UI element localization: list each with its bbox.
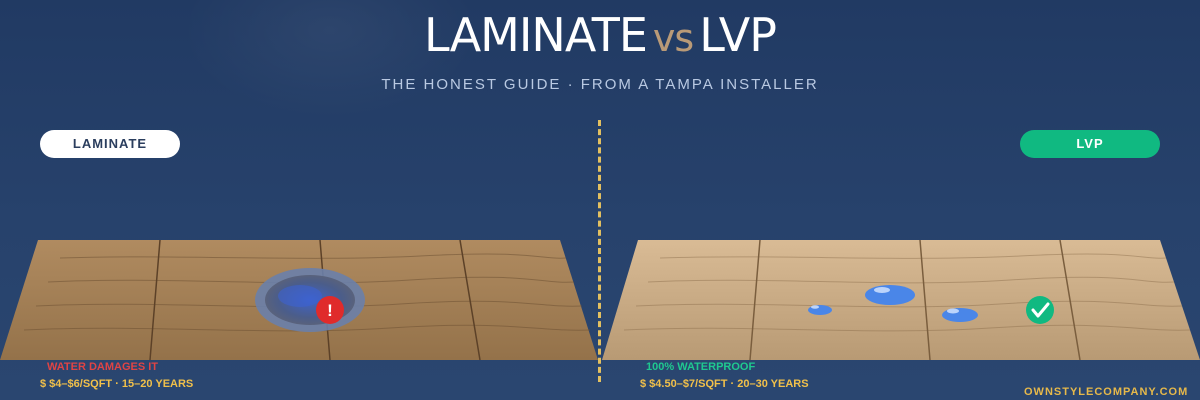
lvp-label-pill: LVP <box>1020 130 1160 158</box>
water-droplet <box>942 308 978 322</box>
water-droplets <box>808 285 978 322</box>
background-glow <box>180 0 480 120</box>
page-title: LAMINATE vs LVP <box>0 6 1200 67</box>
laminate-floor: ! <box>0 239 598 361</box>
title-lvp: LVP <box>699 8 777 62</box>
lvp-grain-lines <box>623 253 1191 332</box>
alert-glyph: ! <box>327 301 333 320</box>
laminate-warning-caption: WATER DAMAGES IT <box>47 361 159 373</box>
water-damage-puddle <box>255 268 365 332</box>
title-vs: vs <box>652 16 694 60</box>
lvp-floor <box>602 239 1200 361</box>
lvp-price-years: $ $4.50–$7/SQFT · 20–30 YEARS <box>640 378 809 390</box>
lvp-benefit-caption: 100% WATERPROOF <box>646 361 756 373</box>
page-subtitle: THE HONEST GUIDE · FROM A TAMPA INSTALLE… <box>381 76 819 93</box>
water-droplet <box>865 285 915 305</box>
droplet-highlight <box>874 287 890 293</box>
droplet-highlight <box>947 308 959 314</box>
exclamation-badge-icon: ! <box>316 296 344 324</box>
title-laminate: LAMINATE <box>424 8 648 62</box>
lvp-plank-seams <box>749 239 1081 361</box>
checkmark-badge-icon <box>1026 296 1054 324</box>
brand-website: OWNSTYLECOMPANY.COM <box>1024 386 1189 398</box>
center-divider <box>598 120 601 382</box>
laminate-label-pill: LAMINATE <box>40 130 180 158</box>
droplet-highlight <box>811 305 819 309</box>
laminate-price-years: $ $4–$6/SQFT · 15–20 YEARS <box>40 378 194 390</box>
